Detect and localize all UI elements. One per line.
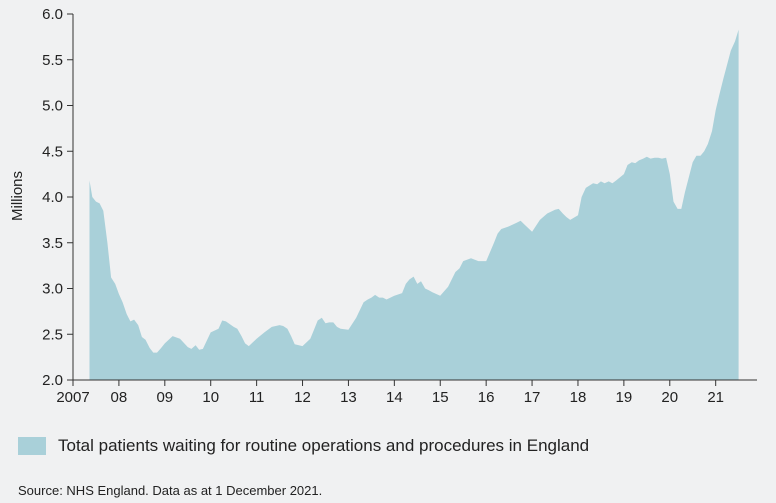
y-tick-label: 6.0 [42,6,63,23]
x-tick-label: 13 [340,389,357,406]
source-note: Source: NHS England. Data as at 1 Decemb… [18,483,323,498]
x-tick-label: 2007 [56,389,89,406]
x-tick-label: 12 [294,389,311,406]
x-tick-label: 09 [156,389,173,406]
legend-label: Total patients waiting for routine opera… [58,436,590,455]
legend-swatch [18,437,46,455]
y-tick-label: 2.5 [42,326,63,343]
x-tick-label: 08 [111,389,128,406]
x-tick-label: 11 [249,389,265,406]
x-tick-label: 18 [570,389,587,406]
chart: 2.0 2.5 3.0 3.5 4.0 4.5 5.0 5.5 6.0 2007 08 09 10 11 1… [9,6,757,406]
plot-area [89,29,739,380]
x-tick-label: 17 [524,389,541,406]
y-tick-label: 4.5 [42,143,63,160]
x-tick-label: 14 [386,389,403,406]
x-tick-label: 21 [707,389,724,406]
x-tick-label: 10 [202,389,219,406]
y-tick-label: 2.0 [42,372,63,389]
y-tick-label: 4.0 [42,189,63,206]
y-tick-label: 5.5 [42,52,63,69]
y-tick-label: 3.0 [42,281,63,298]
x-tick-label: 19 [616,389,633,406]
y-axis-title: Millions [9,171,26,221]
y-tick-label: 3.5 [42,235,63,252]
axes: 2.0 2.5 3.0 3.5 4.0 4.5 5.0 5.5 6.0 2007 08 09 10 11 1… [42,6,757,406]
legend: Total patients waiting for routine opera… [18,436,589,456]
series-area-0 [89,29,739,380]
x-tick-label: 16 [478,389,495,406]
x-tick-label: 15 [432,389,449,406]
x-tick-label: 20 [661,389,678,406]
y-tick-label: 5.0 [42,98,63,115]
